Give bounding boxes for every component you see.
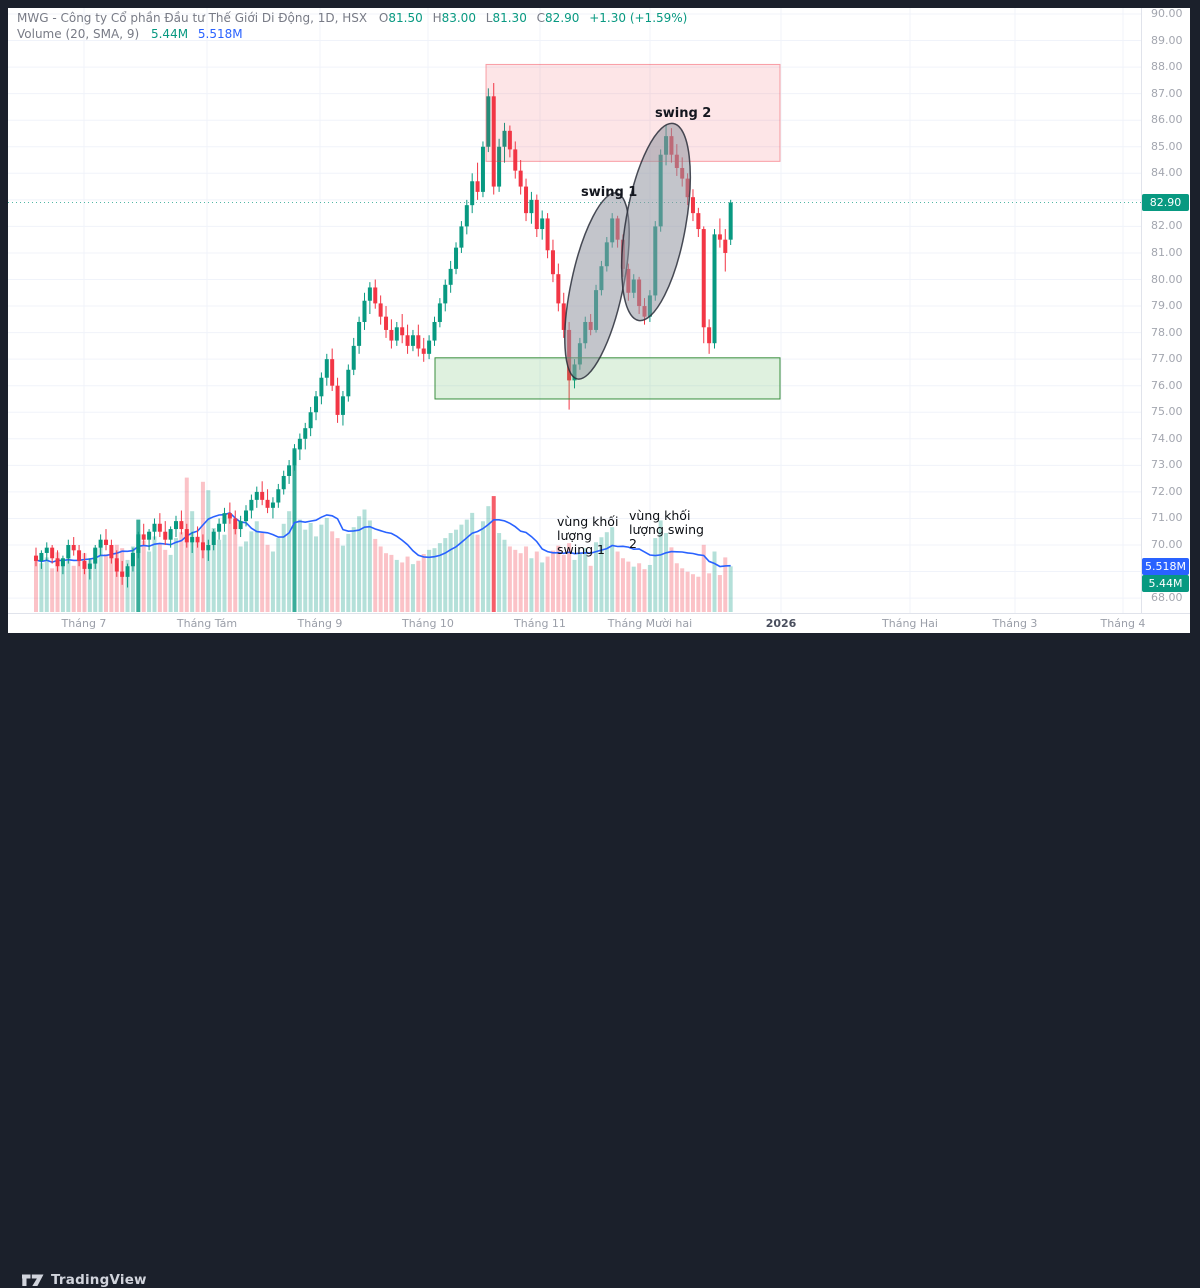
time-tick-label: Tháng Hai xyxy=(882,617,938,630)
volume-indicator-title[interactable]: Volume (20, SMA, 9) xyxy=(17,27,140,41)
tradingview-logo[interactable]: TradingView xyxy=(22,1272,147,1288)
price-tick-label: 75.00 xyxy=(1151,405,1183,419)
price-tick-label: 76.00 xyxy=(1151,378,1183,392)
time-tick-label: Tháng Mười hai xyxy=(607,617,693,630)
swing-1-ellipse[interactable] xyxy=(552,188,642,385)
legend: MWG - Công ty Cổ phần Đầu tư Thế Giới Di… xyxy=(17,10,693,42)
price-tick-label: 68.00 xyxy=(1151,591,1183,605)
demand-zone[interactable] xyxy=(434,357,781,400)
high-value: 83.00 xyxy=(441,11,476,25)
volume-value: 5.44M xyxy=(150,27,189,41)
price-tick-label: 79.00 xyxy=(1151,299,1183,313)
time-tick-label: Tháng 3 xyxy=(992,617,1038,630)
change-value: +1.30 (+1.59%) xyxy=(589,11,688,25)
price-tick-label: 82.00 xyxy=(1151,219,1183,233)
price-tick-label: 80.00 xyxy=(1151,272,1183,286)
price-tick-label: 70.00 xyxy=(1151,538,1183,551)
footer-bar: TradingView xyxy=(0,633,1200,1288)
price-tick-label: 84.00 xyxy=(1151,166,1183,180)
low-value: 81.30 xyxy=(492,11,527,25)
supply-zone[interactable] xyxy=(485,63,781,162)
time-tick-label: Tháng 9 xyxy=(297,617,343,630)
close-value: 82.90 xyxy=(545,11,580,25)
time-tick-label: Tháng Tám xyxy=(176,617,238,630)
tradingview-logo-icon xyxy=(22,1274,44,1286)
open-label: O xyxy=(378,11,389,25)
price-tick-label: 89.00 xyxy=(1151,33,1183,47)
symbol-title[interactable]: MWG - Công ty Cổ phần Đầu tư Thế Giới Di… xyxy=(17,11,368,25)
price-axis[interactable]: 90.00 89.00 88.00 87.00 86.00 85.00 84.00 82.00… xyxy=(1141,7,1190,613)
symbol-row: MWG - Công ty Cổ phần Đầu tư Thế Giới Di… xyxy=(17,10,693,26)
swing1-text-annotation[interactable]: swing 1 xyxy=(581,185,638,200)
price-tick-label: 71.00 xyxy=(1151,511,1183,525)
time-tick-label: Tháng 11 xyxy=(514,617,566,630)
tradingview-logo-text: TradingView xyxy=(51,1272,147,1288)
open-value: 81.50 xyxy=(388,11,423,25)
price-volume-chart[interactable] xyxy=(0,0,1200,662)
price-tick-label: 73.00 xyxy=(1151,458,1183,472)
time-tick-label: Tháng 10 xyxy=(402,617,454,630)
price-tick-label: 86.00 xyxy=(1151,113,1183,127)
last-price-badge: 82.90 xyxy=(1142,194,1189,211)
volume-badge: 5.44M xyxy=(1142,575,1189,592)
price-tick-label: 81.00 xyxy=(1151,245,1183,259)
price-tick-label: 88.00 xyxy=(1151,60,1183,74)
price-tick-label: 90.00 xyxy=(1151,7,1183,20)
volume-zone2-text-annotation[interactable]: vùng khối lượng swing 2 xyxy=(629,508,704,551)
high-label: H xyxy=(432,11,442,25)
time-tick-label: 2026 xyxy=(765,617,797,630)
price-tick-label: 85.00 xyxy=(1151,139,1183,153)
volume-sma-value: 5.518M xyxy=(197,27,243,41)
price-tick-label: 72.00 xyxy=(1151,484,1183,498)
price-tick-label: 77.00 xyxy=(1151,352,1183,366)
time-tick-label: Tháng 7 xyxy=(61,617,107,630)
close-label: C xyxy=(536,11,546,25)
price-tick-label: 87.00 xyxy=(1151,86,1183,100)
volume-indicator-row: Volume (20, SMA, 9) 5.44M 5.518M xyxy=(17,26,693,42)
swing2-text-annotation[interactable]: swing 2 xyxy=(655,106,712,121)
volume-zone1-text-annotation[interactable]: vùng khối lượng swing 1 xyxy=(557,514,619,557)
swing-ellipses[interactable] xyxy=(552,118,703,384)
low-label: L xyxy=(485,11,493,25)
price-tick-label: 78.00 xyxy=(1151,325,1183,339)
time-tick-label: Tháng 4 xyxy=(1100,617,1146,630)
price-tick-label: 74.00 xyxy=(1151,431,1183,445)
swing-2-ellipse[interactable] xyxy=(609,118,703,325)
volume-sma-badge: 5.518M xyxy=(1142,558,1189,575)
volume-sma-line xyxy=(35,511,731,568)
time-axis[interactable]: Tháng 7 Tháng Tám Tháng 9 Tháng 10 Tháng 11 T… xyxy=(8,613,1190,633)
price-zones[interactable] xyxy=(434,63,781,400)
